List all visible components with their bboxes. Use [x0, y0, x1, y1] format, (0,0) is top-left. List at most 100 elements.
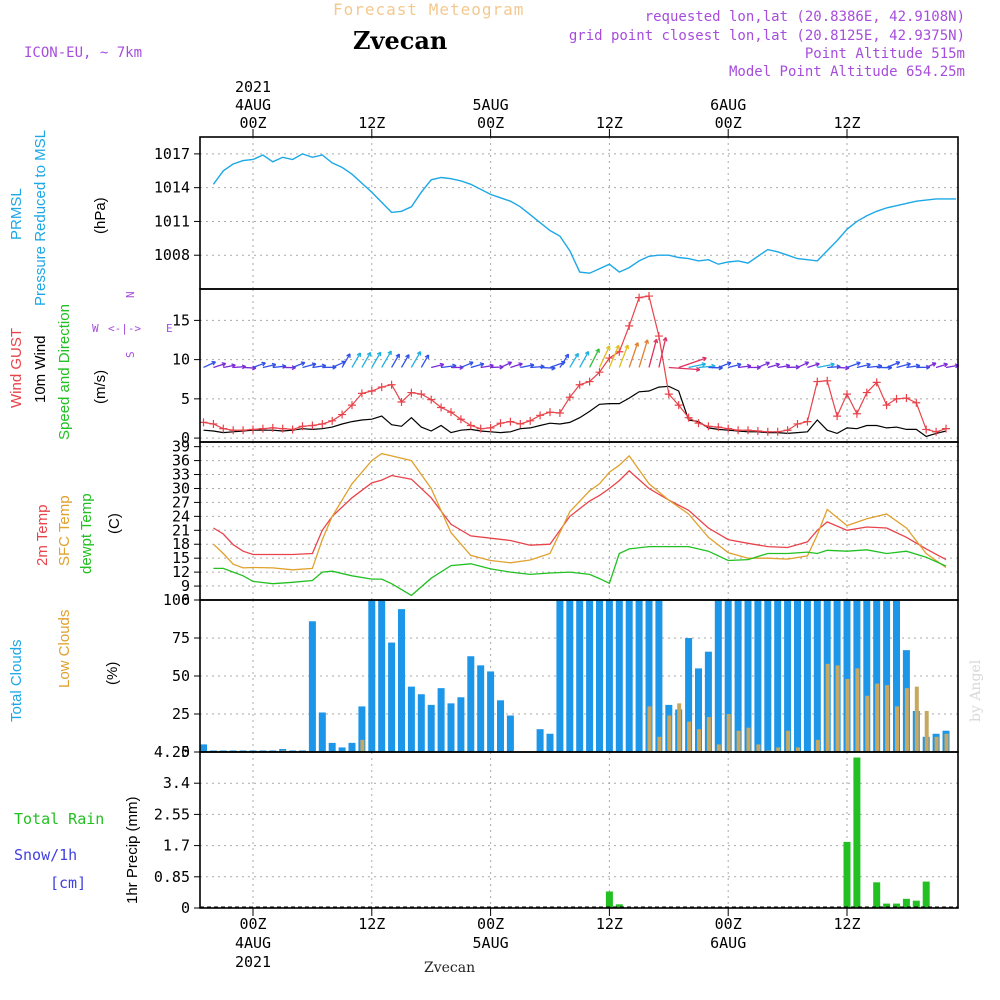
sfc-temp-line — [212, 452, 947, 571]
rain-bar — [922, 881, 930, 908]
low-clouds-bar — [647, 706, 652, 752]
gust-marker — [595, 368, 604, 377]
gust-marker — [466, 421, 475, 430]
gust-marker — [357, 389, 366, 398]
total-clouds-bar — [388, 642, 396, 752]
y-tick-label: 2.55 — [154, 805, 190, 823]
compass-e: E — [166, 322, 173, 335]
gust-marker — [694, 419, 703, 428]
requested-coords: requested lon,lat (20.8386E, 42.9108N) — [644, 9, 965, 25]
wind-direction-arrow — [777, 363, 791, 369]
x-tick-label-top: 12Z — [358, 114, 385, 132]
x-tick-label-top: 6AUG — [710, 96, 746, 114]
total-clouds-bar — [477, 665, 485, 752]
low-clouds-bar — [825, 663, 830, 752]
y-tick-label: 50 — [172, 667, 190, 685]
gust-line — [203, 295, 947, 433]
pressure-line — [212, 153, 956, 274]
gust-marker — [932, 427, 941, 436]
y-tick-label: 25 — [172, 705, 190, 723]
wind-direction-arrow — [203, 360, 216, 369]
x-tick-label-bottom: 12Z — [358, 915, 385, 933]
gust-marker — [318, 419, 327, 428]
snow-label: Snow/1h — [14, 846, 78, 864]
low-clouds-bar — [875, 683, 880, 752]
wind-direction-arrow — [460, 361, 474, 369]
y-tick-label: 1.7 — [163, 837, 190, 855]
total-clouds-bar — [586, 600, 594, 752]
gust-marker — [348, 401, 356, 410]
total-clouds-bar — [447, 703, 455, 752]
wind-direction-arrow — [351, 352, 362, 368]
gust-marker — [605, 354, 614, 363]
total-clouds-bar — [615, 600, 623, 752]
low-clouds-bar — [776, 747, 781, 752]
total-clouds-bar — [863, 600, 871, 752]
y-tick-label: 1008 — [154, 246, 190, 264]
gust-marker — [447, 408, 455, 417]
gust-marker — [387, 380, 396, 389]
total-clouds-bar — [368, 600, 376, 752]
low-clouds-bar — [895, 706, 899, 752]
gust-marker — [744, 426, 752, 435]
x-tick-label-top: 4AUG — [235, 96, 271, 114]
gust-marker — [635, 293, 644, 302]
wind-direction-arrow — [598, 345, 611, 368]
wind-direction-arrow — [302, 362, 317, 369]
compass-s: S — [124, 351, 137, 358]
total-clouds-bar — [774, 600, 782, 752]
total-clouds-bar — [893, 600, 900, 752]
gust-marker — [546, 408, 554, 417]
gust-marker — [298, 422, 307, 431]
total-clouds-bar — [417, 694, 425, 752]
total-clouds-bar — [724, 600, 732, 752]
gust-marker — [852, 409, 861, 418]
gust-marker — [397, 397, 406, 406]
dewpt-line — [213, 545, 947, 597]
low-clouds-bar — [657, 736, 662, 752]
low-clouds-bar — [687, 721, 692, 752]
gust-marker — [664, 390, 673, 399]
wind-direction-arrow — [252, 361, 266, 369]
y-tick-label: 33 — [172, 466, 190, 484]
total-clouds-bar — [754, 600, 762, 752]
gust-marker — [912, 398, 921, 407]
gust-marker — [486, 423, 495, 432]
total-clouds-bar — [873, 600, 881, 752]
wind-direction-arrow — [638, 339, 649, 368]
wind-direction-arrow — [341, 353, 351, 368]
wind-direction-arrow — [945, 363, 960, 369]
gust-marker — [625, 321, 634, 330]
low-clouds-bar — [697, 729, 701, 752]
meteogram-title: Forecast Meteogram — [333, 0, 525, 19]
panel-frame — [199, 441, 959, 601]
gust-marker — [763, 427, 772, 436]
rain-bar — [883, 903, 891, 908]
gust-marker — [219, 424, 228, 433]
compass-w: W — [92, 322, 99, 335]
wind-direction-arrow — [431, 362, 445, 369]
footer-city: Zvecan — [424, 960, 476, 976]
gust-marker — [367, 387, 376, 395]
wind-direction-arrow — [797, 361, 810, 369]
total-clouds-bar — [843, 600, 851, 752]
gust-marker — [417, 390, 426, 399]
y-tick-label: 24 — [172, 507, 190, 525]
total-clouds-bar — [328, 742, 336, 752]
compass-arrow: <-|-> — [108, 322, 141, 335]
wind-speed-line — [203, 385, 947, 438]
total-clouds-bar — [497, 700, 504, 752]
y-tick-label: 0 — [181, 899, 190, 917]
wind-direction-arrow — [757, 361, 770, 369]
wind-direction-arrow — [817, 362, 835, 369]
total-clouds-bar — [407, 686, 415, 752]
low-clouds-bar — [855, 668, 860, 752]
gust-marker — [704, 422, 713, 431]
gust-marker — [268, 423, 277, 432]
total-clouds-bar — [685, 638, 693, 752]
total-clouds-bar — [556, 600, 564, 752]
total-clouds-bar — [645, 600, 653, 752]
rain-bar — [873, 882, 881, 908]
gust-marker — [575, 380, 584, 389]
wind-direction-arrow — [807, 362, 820, 369]
